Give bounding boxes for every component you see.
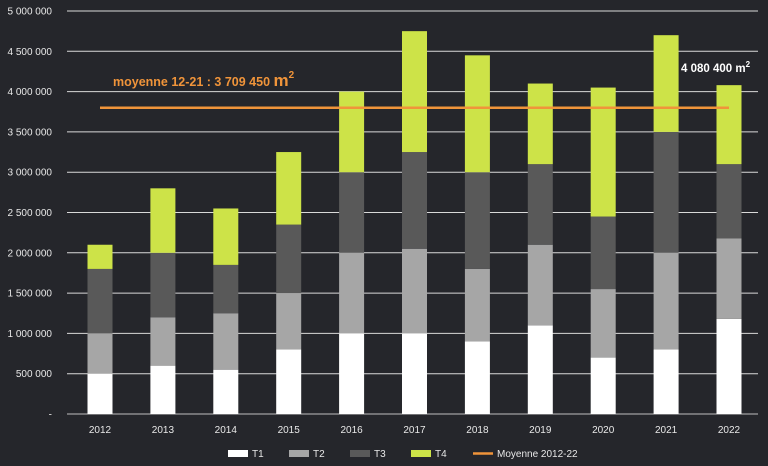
bar-segment-t4-2019: [527, 83, 553, 165]
last-value-annotation: 4 080 400 m2: [681, 60, 751, 75]
legend: T1 T2 T3 T4 Moyenne 2012-22: [228, 449, 578, 460]
legend-swatch-t1: [228, 450, 248, 457]
bar-segment-t1-2016: [339, 333, 365, 414]
x-tick-label: 2013: [152, 425, 175, 436]
x-tick-label: 2021: [655, 425, 678, 436]
legend-label: T3: [374, 449, 386, 460]
bar-segment-t3-2020: [590, 216, 616, 290]
bar-segment-t4-2015: [276, 152, 302, 225]
bar-segment-t4-2016: [339, 91, 365, 173]
y-tick-label: 500 000: [16, 369, 53, 380]
bar-segment-t3-2019: [527, 164, 553, 245]
legend-label: T4: [435, 449, 447, 460]
bar-segment-t4-2020: [590, 87, 616, 217]
bar-segment-t1-2015: [276, 349, 302, 414]
bar-segment-t1-2020: [590, 357, 616, 414]
bar-segment-t3-2021: [653, 131, 679, 253]
y-tick-label: -: [49, 410, 52, 421]
y-tick-label: 2 000 000: [8, 248, 53, 259]
average-annotation: moyenne 12-21 : 3 709 450 m2: [113, 70, 295, 90]
x-tick-label: 2022: [718, 425, 741, 436]
bar-segment-t4-2013: [150, 188, 176, 253]
bar-segment-t1-2022: [716, 318, 742, 414]
bar-segment-t1-2017: [402, 333, 427, 414]
legend-label: Moyenne 2012-22: [497, 449, 578, 460]
bar-segment-t4-2021: [653, 35, 679, 132]
x-tick-label: 2019: [529, 425, 552, 436]
x-tick-label: 2015: [278, 425, 301, 436]
bar-segment-t3-2016: [339, 172, 365, 253]
bar-segment-t3-2017: [402, 152, 427, 249]
y-tick-label: 3 500 000: [8, 127, 53, 138]
bar-segment-t3-2012: [87, 268, 113, 334]
bar-segment-t1-2021: [653, 349, 679, 414]
x-tick-label: 2017: [403, 425, 426, 436]
bar-segment-t3-2022: [716, 164, 742, 239]
legend-swatch-t2: [289, 450, 309, 457]
bar-segment-t1-2019: [527, 325, 553, 414]
x-tick-label: 2020: [592, 425, 615, 436]
bar-segment-t3-2013: [150, 252, 176, 318]
bar-segment-t4-2022: [716, 85, 742, 165]
y-tick-label: 4 500 000: [8, 47, 53, 58]
bar-segment-t2-2015: [276, 293, 302, 350]
bar-segment-t2-2019: [527, 244, 553, 326]
y-tick-label: 1 000 000: [8, 329, 53, 340]
bar-segment-t4-2017: [402, 31, 427, 153]
legend-label: T1: [252, 449, 264, 460]
bar-segment-t2-2012: [87, 333, 113, 374]
legend-swatch-t4: [411, 450, 431, 457]
bar-segment-t3-2015: [276, 224, 302, 294]
bar-segment-t4-2012: [87, 244, 113, 269]
bar-segment-t1-2012: [87, 373, 113, 414]
bar-segment-t1-2013: [150, 365, 176, 414]
bar-segment-t3-2018: [464, 172, 490, 269]
bar-segment-t2-2020: [590, 289, 616, 358]
x-tick-label: 2018: [466, 425, 489, 436]
y-tick-label: 3 000 000: [8, 168, 53, 179]
bar-segment-t2-2013: [150, 317, 176, 366]
x-axis-ticks: 2012 2013 2014 2015 2016 2017 2018 2019 2020 2021…: [89, 425, 741, 436]
bar-segment-t2-2017: [402, 248, 427, 334]
bar-segment-t1-2018: [464, 341, 490, 414]
bar-segment-t3-2014: [213, 264, 239, 314]
x-tick-label: 2012: [89, 425, 112, 436]
x-tick-label: 2016: [340, 425, 363, 436]
bar-segment-t1-2014: [213, 369, 239, 414]
legend-label: T2: [313, 449, 325, 460]
bar-segment-t4-2014: [213, 208, 239, 265]
x-tick-label: 2014: [215, 425, 238, 436]
bar-segment-t2-2018: [464, 268, 490, 342]
y-axis-ticks: - 500 000 1 000 000 1 500 000 2 000 000 2 500…: [8, 7, 53, 421]
bar-segment-t4-2018: [464, 55, 490, 173]
legend-swatch-t3: [350, 450, 370, 457]
bar-segment-t2-2021: [653, 252, 679, 350]
y-tick-label: 4 000 000: [8, 87, 53, 98]
y-tick-label: 2 500 000: [8, 208, 53, 219]
y-tick-label: 5 000 000: [8, 7, 53, 18]
bar-segment-t2-2016: [339, 252, 365, 334]
bar-segment-t2-2014: [213, 313, 239, 370]
bars: [87, 31, 742, 414]
bar-segment-t2-2022: [716, 238, 742, 319]
y-tick-label: 1 500 000: [8, 289, 53, 300]
